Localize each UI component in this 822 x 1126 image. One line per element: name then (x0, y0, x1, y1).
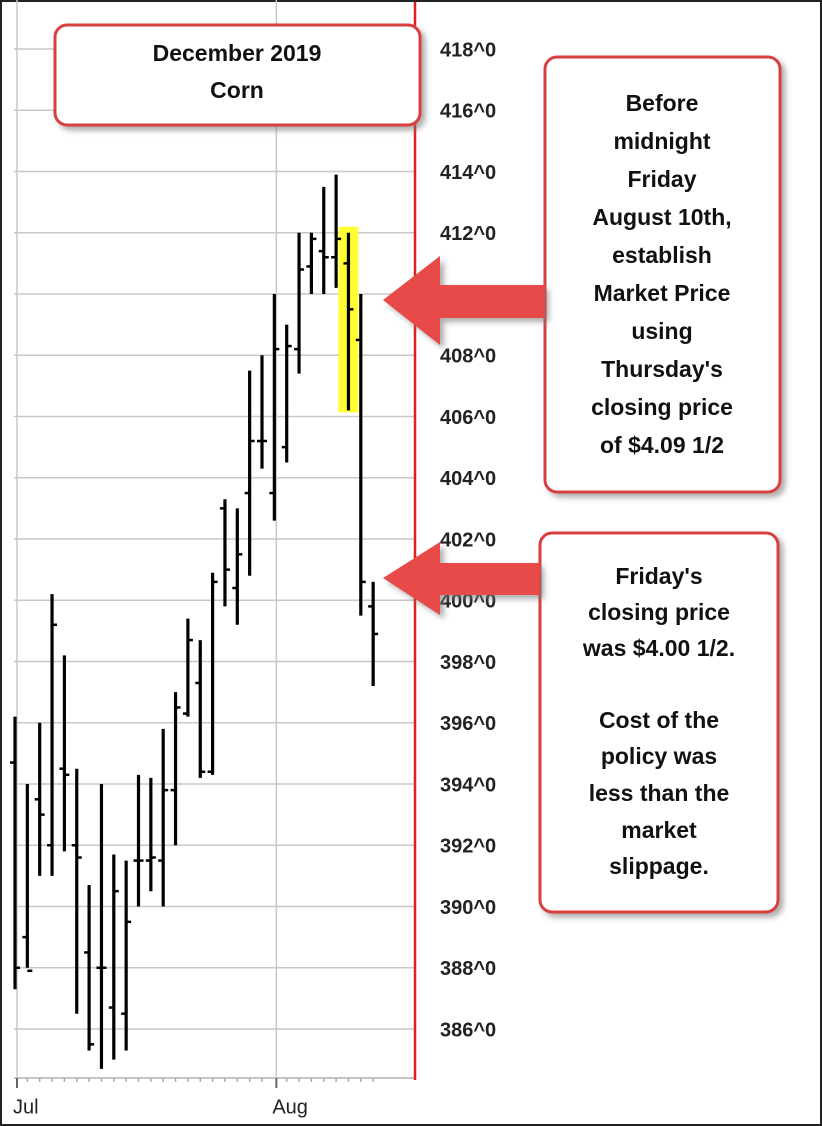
callout-box (53, 23, 422, 127)
y-tick-label: 392^0 (440, 836, 496, 858)
annotation-line: Friday's (615, 563, 702, 589)
annotation-line: less than the (589, 780, 730, 806)
y-tick-label: 418^0 (440, 39, 496, 61)
annotation-line: Thursday's (601, 356, 723, 382)
callout-box (538, 531, 780, 914)
y-tick-label: 400^0 (440, 591, 496, 613)
arrow (383, 542, 540, 615)
annotation-line: Friday (627, 166, 696, 192)
y-tick-label: 390^0 (440, 897, 496, 919)
annotation-line: December 2019 (153, 40, 322, 66)
y-tick-label: 394^0 (440, 774, 496, 796)
annotation-line: closing price (588, 599, 730, 625)
x-tick-label: Aug (272, 1096, 308, 1118)
y-tick-label: 402^0 (440, 529, 496, 551)
y-tick-label: 396^0 (440, 713, 496, 735)
annotation-line: of $4.09 1/2 (600, 432, 724, 458)
y-tick-label: 398^0 (440, 652, 496, 674)
annotation-line: market (621, 817, 697, 843)
callout-box (543, 55, 782, 494)
arrow (383, 256, 545, 345)
annotation-line: August 10th, (592, 204, 731, 230)
annotation-line: establish (612, 242, 712, 268)
y-tick-label: 388^0 (440, 958, 496, 980)
y-tick-label: 386^0 (440, 1019, 496, 1041)
annotation-line: policy was (601, 743, 717, 769)
y-tick-label: 414^0 (440, 162, 496, 184)
annotation-line: was $4.00 1/2. (582, 635, 735, 661)
annotation-line: midnight (613, 128, 710, 154)
y-tick-label: 408^0 (440, 346, 496, 368)
annotation-line: Before (626, 90, 699, 116)
y-tick-label: 412^0 (440, 223, 496, 245)
annotations: December 2019 Corn Before midnight Friday Aug… (53, 23, 782, 914)
annotation-line: slippage. (609, 853, 709, 879)
y-tick-label: 404^0 (440, 468, 496, 490)
y-tick-label: 416^0 (440, 101, 496, 123)
annotation-line: closing price (591, 394, 733, 420)
annotation-line: Market Price (594, 280, 731, 306)
annotation-line: Cost of the (599, 707, 719, 733)
annotation-line: Corn (210, 77, 264, 103)
x-tick-label: Jul (13, 1096, 39, 1118)
annotation-line: using (631, 318, 692, 344)
y-tick-label: 406^0 (440, 407, 496, 429)
